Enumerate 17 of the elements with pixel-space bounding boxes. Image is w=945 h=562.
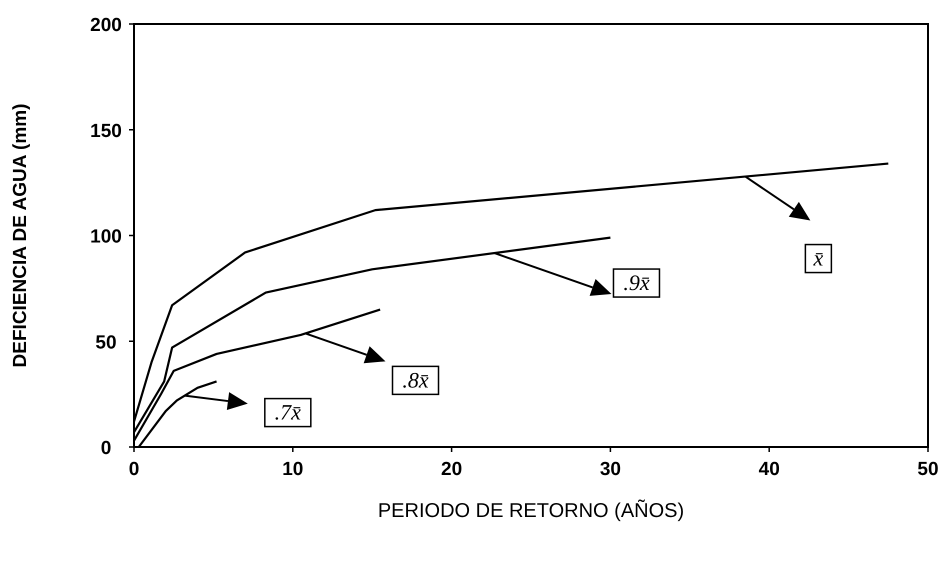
y-axis-title: DEFICIENCIA DE AGUA (mm) [10, 104, 31, 368]
y-tick-label: 150 [90, 120, 122, 142]
x-tick-label: 50 [917, 459, 939, 480]
x-tick-label: 0 [128, 459, 140, 480]
text: x̄ [812, 246, 824, 271]
x-tick-label: 30 [600, 459, 621, 480]
x-tick-label: 40 [758, 459, 780, 480]
legend-label: .9x̄ [623, 270, 650, 296]
y-tick-label: 200 [90, 15, 122, 36]
y-tick-label: 0 [100, 438, 112, 459]
y-tick-label: 100 [90, 226, 122, 248]
legend-label: .7x̄ [274, 400, 302, 425]
x-tick-label: 10 [282, 459, 304, 480]
x-tick-label: 20 [441, 459, 462, 480]
x-axis-title: PERIODO DE RETORNO (AÑOS) [378, 499, 684, 522]
text: .8x̄ [402, 367, 429, 392]
y-tick-label: 50 [95, 332, 117, 354]
